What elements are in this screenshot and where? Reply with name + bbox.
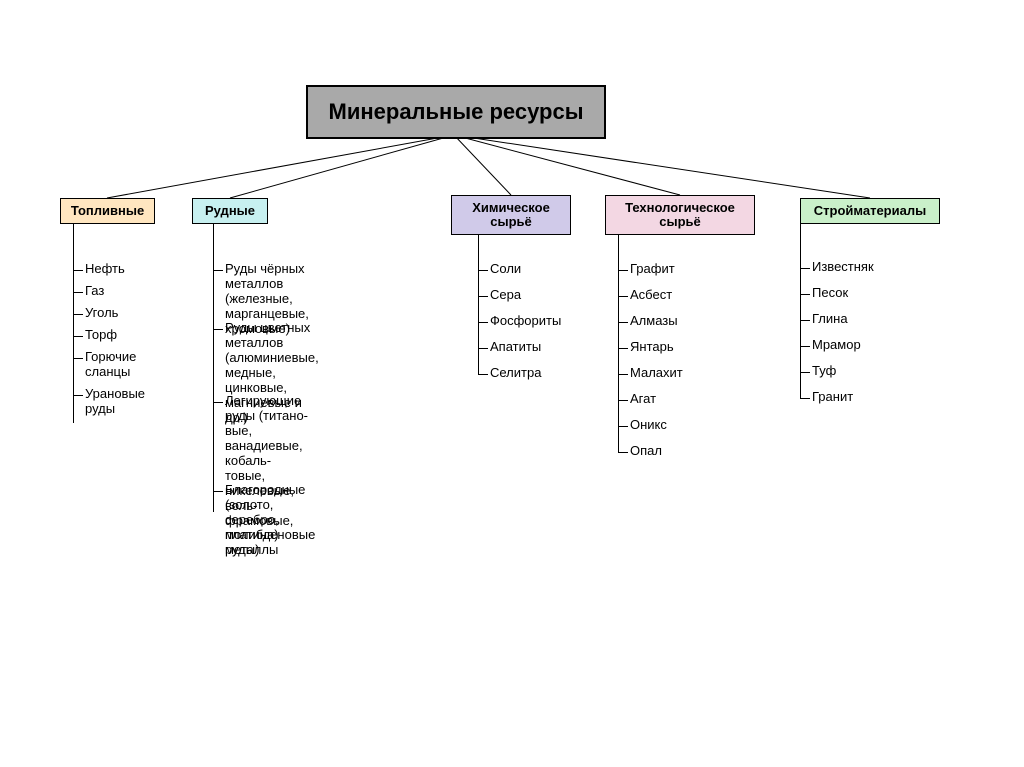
- list-item: Уголь: [85, 306, 118, 321]
- root-label: Минеральные ресурсы: [329, 99, 584, 125]
- list-item: Известняк: [812, 260, 874, 275]
- list-item: Соли: [490, 262, 521, 277]
- category-build: Стройматериалы: [800, 198, 940, 224]
- list-item: Песок: [812, 286, 848, 301]
- category-ore: Рудные: [192, 198, 268, 224]
- list-item: Янтарь: [630, 340, 674, 355]
- list-item: Графит: [630, 262, 675, 277]
- list-item: Глина: [812, 312, 848, 327]
- spine-fuel: [73, 224, 74, 423]
- category-label: Рудные: [205, 204, 255, 218]
- list-item: Нефть: [85, 262, 125, 277]
- list-item: Горючие сланцы: [85, 350, 136, 380]
- list-item: Асбест: [630, 288, 672, 303]
- list-item: Сера: [490, 288, 521, 303]
- list-item: Агат: [630, 392, 656, 407]
- category-label: Химическое сырьё: [472, 201, 550, 228]
- category-label: Технологическое сырьё: [625, 201, 735, 228]
- list-item: Благородные (золото, серебро, платина) м…: [225, 483, 305, 558]
- category-fuel: Топливные: [60, 198, 155, 224]
- list-item: Апатиты: [490, 340, 541, 355]
- list-item: Урановые руды: [85, 387, 145, 417]
- spine-chem: [478, 235, 479, 374]
- category-label: Стройматериалы: [814, 204, 926, 218]
- list-item: Фосфориты: [490, 314, 561, 329]
- list-item: Газ: [85, 284, 104, 299]
- list-item: Туф: [812, 364, 836, 379]
- category-label: Топливные: [71, 204, 144, 218]
- category-chem: Химическое сырьё: [451, 195, 571, 235]
- list-item: Гранит: [812, 390, 853, 405]
- category-tech: Технологическое сырьё: [605, 195, 755, 235]
- list-item: Мрамор: [812, 338, 861, 353]
- list-item: Торф: [85, 328, 117, 343]
- list-item: Малахит: [630, 366, 683, 381]
- list-item: Алмазы: [630, 314, 678, 329]
- list-item: Оникс: [630, 418, 667, 433]
- spine-ore: [213, 224, 214, 512]
- spine-tech: [618, 235, 619, 452]
- root-node: Минеральные ресурсы: [306, 85, 606, 139]
- list-item: Селитра: [490, 366, 541, 381]
- list-item: Опал: [630, 444, 662, 459]
